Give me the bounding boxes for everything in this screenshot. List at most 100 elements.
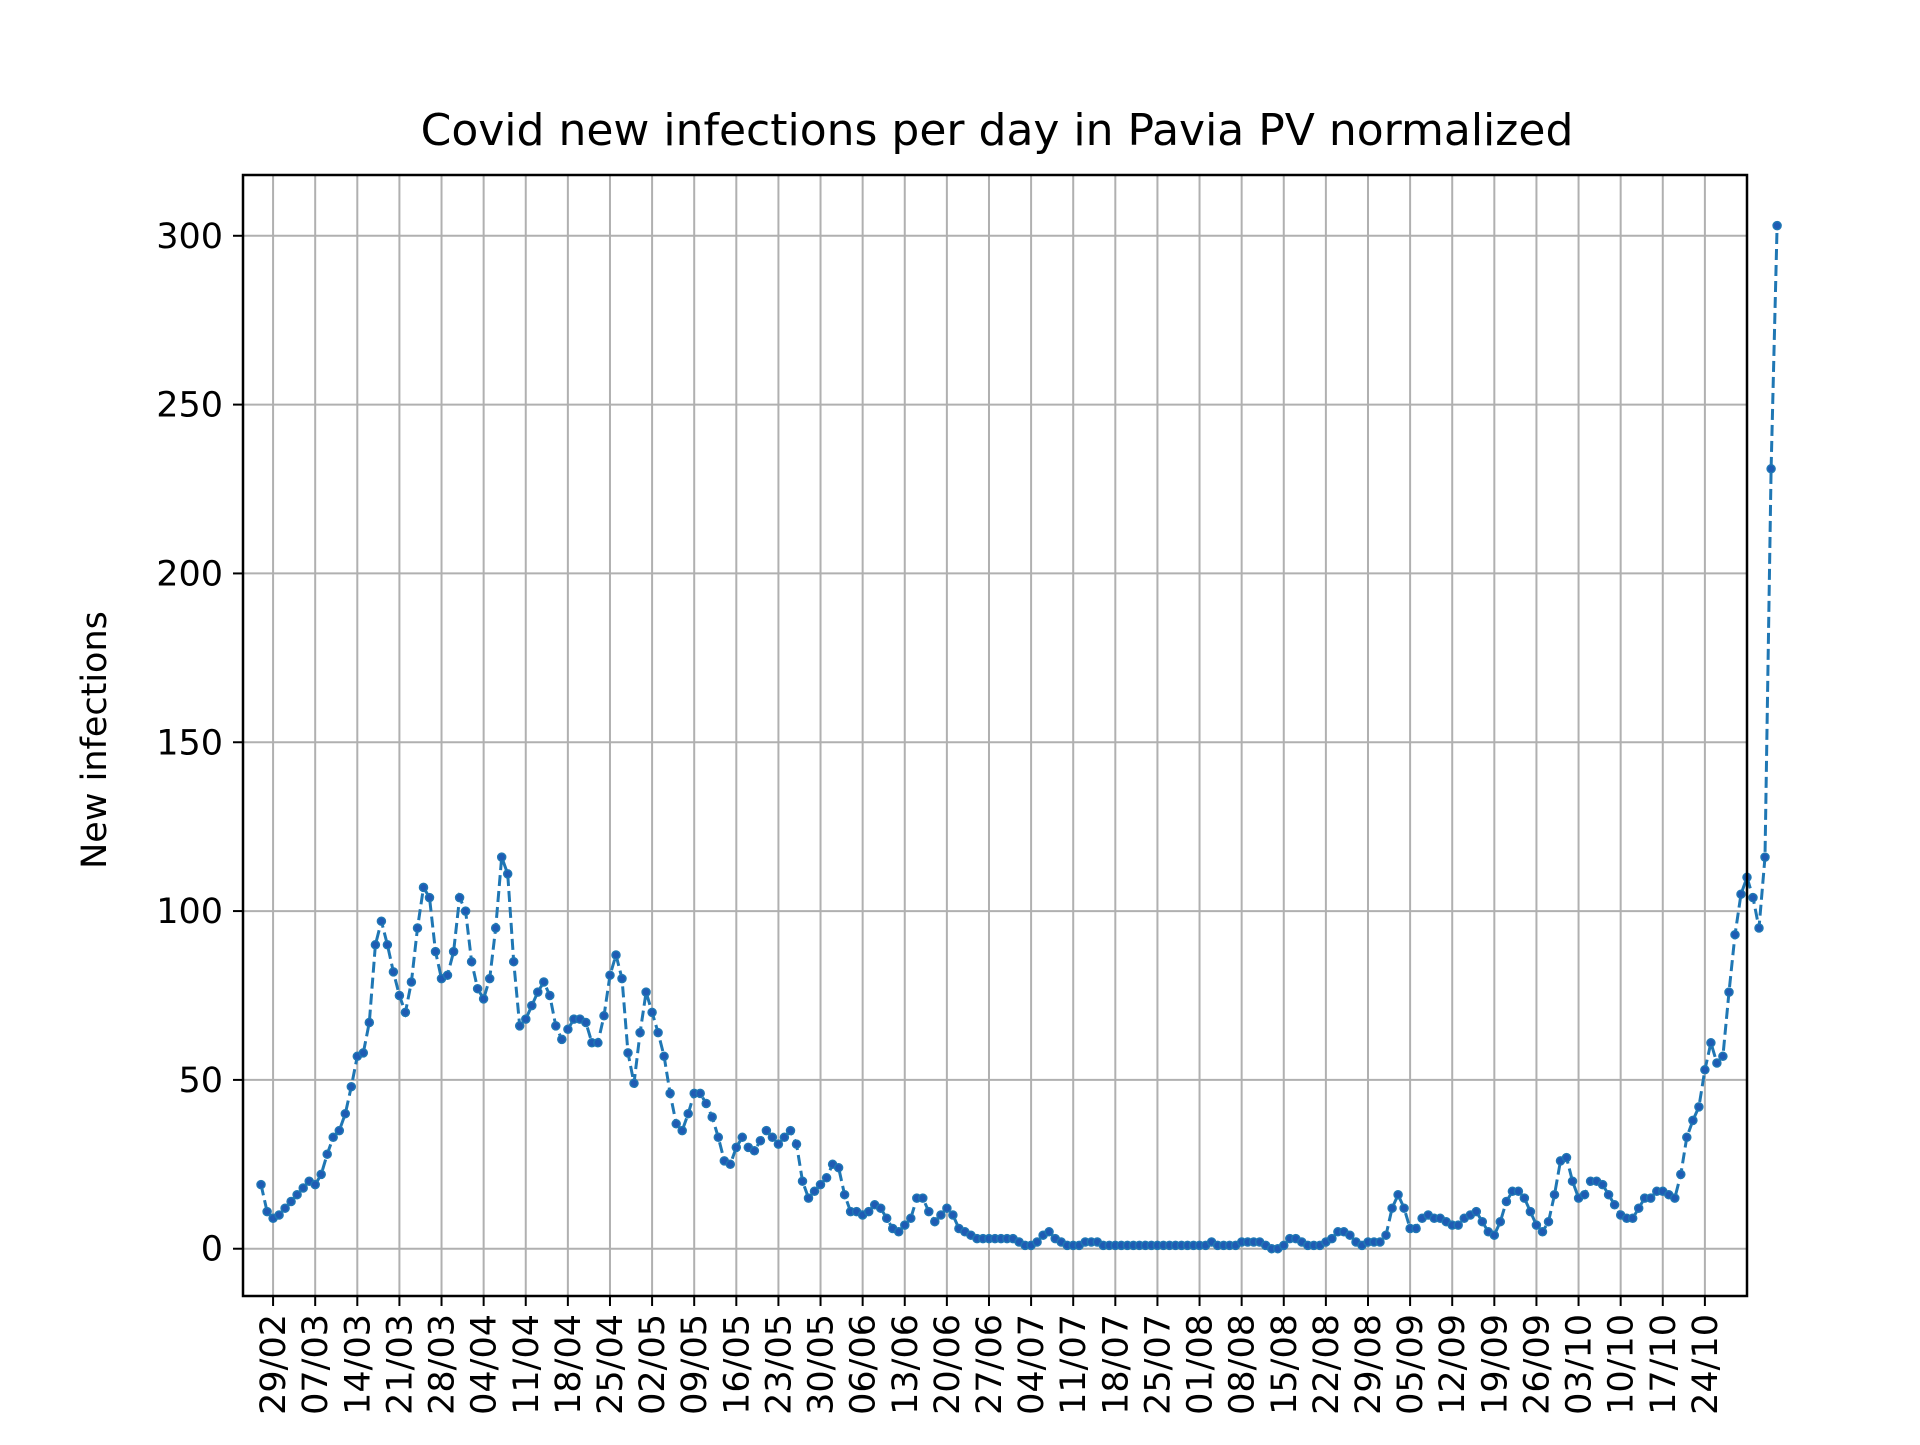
- data-point: [298, 1183, 308, 1193]
- x-tick-label: 21/03: [380, 1314, 420, 1415]
- data-point: [797, 1176, 808, 1186]
- data-point: [701, 1098, 711, 1109]
- data-point: [815, 1179, 826, 1190]
- y-tick-label: 100: [156, 892, 223, 932]
- data-point: [1393, 1189, 1403, 1200]
- data-point: [581, 1017, 591, 1028]
- data-point: [737, 1132, 748, 1143]
- axis-ticks: 0 50 100 150 200 250 300 29/02 07/03 14/03 21/03 28…: [156, 217, 1726, 1415]
- data-point: [707, 1112, 717, 1122]
- data-point: [839, 1189, 850, 1200]
- data-point: [906, 1213, 916, 1224]
- data-point: [875, 1203, 886, 1213]
- x-tick-label: 26/09: [1517, 1314, 1557, 1415]
- x-tick-label: 25/04: [591, 1314, 631, 1415]
- data-point: [779, 1132, 790, 1143]
- data-point: [863, 1206, 874, 1217]
- data-point: [334, 1125, 345, 1136]
- x-tick-label: 18/04: [549, 1314, 589, 1415]
- data-point: [659, 1051, 669, 1062]
- data-point: [442, 970, 453, 980]
- data-point: [1471, 1206, 1482, 1217]
- data-point: [918, 1193, 928, 1203]
- data-point: [695, 1088, 705, 1099]
- data-point: [376, 916, 387, 926]
- y-tick-label: 200: [156, 554, 223, 594]
- data-point: [1772, 220, 1782, 231]
- data-point: [629, 1078, 639, 1089]
- x-tick-label: 13/06: [886, 1314, 926, 1415]
- data-point: [821, 1173, 832, 1183]
- data-point: [502, 869, 513, 879]
- plot-frame: [241, 173, 1749, 1298]
- data-point: [557, 1034, 567, 1045]
- data-point: [881, 1213, 892, 1224]
- data-point: [274, 1210, 284, 1220]
- data-point: [256, 1179, 266, 1190]
- data-point: [930, 1216, 940, 1227]
- data-point: [948, 1210, 958, 1220]
- data-point: [460, 906, 471, 916]
- data-point: [400, 1007, 411, 1018]
- x-tick-label: 03/10: [1560, 1314, 1600, 1415]
- data-point: [388, 967, 399, 977]
- data-point: [761, 1125, 772, 1136]
- x-tick-label: 04/07: [1012, 1314, 1052, 1415]
- data-point: [1345, 1230, 1355, 1240]
- data-point: [563, 1024, 573, 1035]
- x-tick-label: 04/04: [465, 1314, 505, 1415]
- data-point: [635, 1027, 645, 1038]
- data-point: [1724, 987, 1734, 997]
- data-point: [1748, 892, 1758, 903]
- data-point: [484, 973, 495, 984]
- x-tick-label: 15/08: [1265, 1314, 1305, 1415]
- data-point: [1706, 1038, 1716, 1048]
- data-point: [406, 977, 417, 987]
- data-point: [533, 987, 543, 997]
- data-point: [791, 1139, 802, 1149]
- data-point: [641, 987, 651, 997]
- data-point: [647, 1007, 657, 1018]
- data-point: [617, 973, 627, 984]
- data-point: [454, 892, 465, 903]
- x-tick-label: 09/05: [675, 1314, 715, 1415]
- data-point: [599, 1011, 609, 1021]
- data-point: [490, 923, 501, 933]
- data-point: [924, 1206, 934, 1217]
- data-point: [1453, 1220, 1463, 1230]
- data-point: [731, 1142, 742, 1153]
- data-point: [1489, 1230, 1500, 1240]
- x-tick-label: 07/03: [296, 1314, 336, 1415]
- data-point: [478, 994, 489, 1004]
- data-point: [593, 1038, 603, 1048]
- data-point: [1718, 1051, 1728, 1062]
- data-point: [936, 1210, 946, 1220]
- data-point: [1567, 1176, 1578, 1186]
- data-point: [370, 940, 381, 950]
- x-tick-label: 24/10: [1686, 1314, 1726, 1415]
- data-point: [767, 1132, 778, 1143]
- x-tick-label: 12/09: [1433, 1314, 1473, 1415]
- x-tick-label: 08/08: [1223, 1314, 1263, 1415]
- data-point: [539, 977, 549, 987]
- data-point: [1730, 929, 1740, 940]
- data-point: [942, 1203, 952, 1213]
- grid: [243, 175, 1747, 1296]
- series-line: [259, 225, 1779, 1251]
- x-tick-label: 06/06: [844, 1314, 884, 1415]
- data-point: [1766, 464, 1776, 474]
- y-tick-label: 50: [178, 1061, 223, 1101]
- data-point: [322, 1149, 332, 1159]
- data-point: [1676, 1169, 1686, 1180]
- data-point: [394, 990, 405, 1001]
- chart-title: Covid new infections per day in Pavia PV…: [421, 105, 1574, 156]
- data-point: [1375, 1237, 1385, 1247]
- data-point: [1411, 1223, 1421, 1234]
- data-point: [725, 1159, 736, 1170]
- data-point: [1044, 1227, 1054, 1237]
- x-tick-label: 11/07: [1054, 1314, 1094, 1415]
- data-point: [466, 956, 477, 967]
- data-point: [448, 946, 459, 957]
- data-point: [340, 1108, 351, 1119]
- data-point: [1537, 1227, 1548, 1237]
